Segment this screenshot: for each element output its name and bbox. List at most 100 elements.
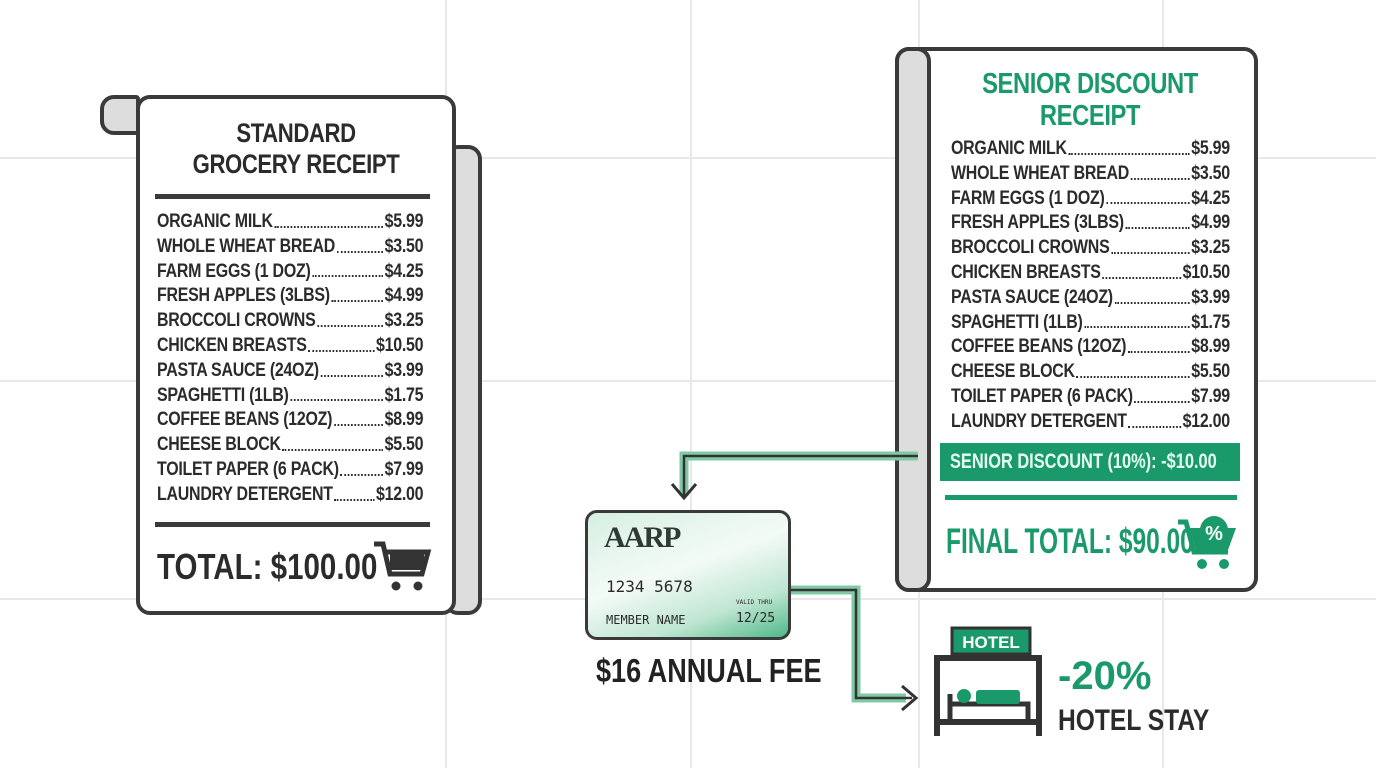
dot-leader bbox=[1127, 335, 1190, 354]
dot-leader bbox=[1102, 261, 1181, 279]
item-name: COFFEE BEANS (12OZ) bbox=[951, 336, 1127, 358]
card-number: 1234 5678 bbox=[606, 577, 693, 596]
dot-leader bbox=[1128, 410, 1181, 428]
senior-item-list: ORGANIC MILK $5.99 WHOLE WHEAT BREAD $3.50 F… bbox=[951, 137, 1230, 435]
dot-leader bbox=[1130, 162, 1190, 180]
item-name: PASTA SAUCE (24OZ) bbox=[951, 286, 1113, 308]
standard-title: STANDARD GROCERY RECEIPT bbox=[192, 118, 400, 179]
senior-title: SENIOR DISCOUNT RECEIPT bbox=[982, 68, 1198, 132]
item-price: $3.25 bbox=[1191, 237, 1230, 259]
dot-leader bbox=[1114, 286, 1190, 304]
standard-item-list: ORGANIC MILK $5.99 WHOLE WHEAT BREAD $3.50 F… bbox=[157, 210, 424, 508]
item-name: BROCCOLI CROWNS bbox=[157, 310, 316, 332]
hotel-stay-label: HOTEL STAY bbox=[1058, 704, 1210, 737]
dot-leader bbox=[282, 433, 383, 451]
dot-leader bbox=[1134, 385, 1190, 403]
item-price: $7.99 bbox=[384, 458, 424, 480]
discount-cart-icon: % bbox=[1178, 516, 1236, 569]
item-price: $4.99 bbox=[1191, 212, 1230, 234]
item-name: FARM EGGS (1 DOZ) bbox=[157, 260, 311, 282]
receipt-line-item: CHICKEN BREASTS $10.50 bbox=[157, 334, 424, 359]
hotel-sign: HOTEL bbox=[962, 633, 1020, 652]
item-name: FARM EGGS (1 DOZ) bbox=[951, 187, 1105, 209]
item-name: WHOLE WHEAT BREAD bbox=[951, 162, 1130, 184]
item-name: FRESH APPLES (3LBS) bbox=[157, 285, 330, 307]
valid-thru-date: 12/25 bbox=[736, 611, 776, 626]
item-price: $10.50 bbox=[375, 334, 424, 356]
receipt-line-item: CHICKEN BREASTS $10.50 bbox=[951, 261, 1230, 286]
item-price: $4.25 bbox=[1191, 187, 1230, 209]
standard-total: TOTAL: $100.00 bbox=[157, 546, 378, 587]
member-name: MEMBER NAME bbox=[606, 613, 686, 627]
item-price: $3.25 bbox=[384, 310, 424, 332]
receipt-line-item: TOILET PAPER (6 PACK) $7.99 bbox=[951, 385, 1230, 410]
valid-thru-label: VALID THRU bbox=[736, 599, 773, 606]
item-name: CHICKEN BREASTS bbox=[157, 334, 307, 356]
item-name: TOILET PAPER (6 PACK) bbox=[951, 385, 1133, 407]
receipt-line-item: TOILET PAPER (6 PACK) $7.99 bbox=[157, 458, 424, 483]
receipt-line-item: ORGANIC MILK $5.99 bbox=[951, 137, 1230, 162]
receipt-line-item: FARM EGGS (1 DOZ) $4.25 bbox=[157, 260, 424, 285]
item-name: CHICKEN BREASTS bbox=[951, 261, 1101, 283]
item-name: PASTA SAUCE (24OZ) bbox=[157, 359, 319, 381]
receipt-line-item: BROCCOLI CROWNS $3.25 bbox=[157, 309, 424, 334]
receipt-line-item: LAUNDRY DETERGENT $12.00 bbox=[157, 483, 424, 508]
item-name: CHEESE BLOCK bbox=[157, 434, 281, 456]
item-price: $10.50 bbox=[1182, 261, 1231, 283]
item-price: $5.50 bbox=[1191, 361, 1230, 383]
receipt-line-item: FRESH APPLES (3LBS) $4.99 bbox=[157, 284, 424, 309]
item-price: $7.99 bbox=[1191, 385, 1230, 407]
dot-leader bbox=[336, 235, 383, 253]
item-name: TOILET PAPER (6 PACK) bbox=[157, 458, 339, 480]
dot-leader bbox=[290, 384, 383, 402]
dot-leader bbox=[317, 309, 383, 327]
item-name: LAUNDRY DETERGENT bbox=[157, 483, 333, 505]
item-name: LAUNDRY DETERGENT bbox=[951, 410, 1127, 432]
dot-leader bbox=[334, 483, 375, 501]
item-name: SPAGHETTI (1LB) bbox=[157, 384, 289, 406]
item-price: $8.99 bbox=[384, 409, 424, 431]
receipt-line-item: WHOLE WHEAT BREAD $3.50 bbox=[157, 235, 424, 260]
dot-leader bbox=[1068, 137, 1190, 155]
shopping-cart-icon bbox=[374, 541, 432, 591]
receipt-line-item: FRESH APPLES (3LBS) $4.99 bbox=[951, 211, 1230, 236]
receipt-line-item: SPAGHETTI (1LB) $1.75 bbox=[157, 384, 424, 409]
receipt-line-item: WHOLE WHEAT BREAD $3.50 bbox=[951, 162, 1230, 187]
item-price: $8.99 bbox=[1191, 336, 1230, 358]
item-price: $3.99 bbox=[1191, 286, 1230, 308]
receipt-line-item: CHEESE BLOCK $5.50 bbox=[951, 360, 1230, 385]
dot-leader bbox=[320, 359, 383, 377]
final-total: FINAL TOTAL: $90.00 bbox=[946, 522, 1194, 561]
annual-fee: $16 ANNUAL FEE bbox=[596, 652, 822, 689]
item-name: CHEESE BLOCK bbox=[951, 361, 1075, 383]
receipt-line-item: BROCCOLI CROWNS $3.25 bbox=[951, 236, 1230, 261]
item-name: COFFEE BEANS (12OZ) bbox=[157, 409, 333, 431]
dot-leader bbox=[312, 260, 383, 278]
dot-leader bbox=[333, 408, 383, 427]
aarp-membership-card: AARP 1234 5678 MEMBER NAME VALID THRU 12… bbox=[585, 510, 791, 640]
receipt-line-item: PASTA SAUCE (24OZ) $3.99 bbox=[951, 286, 1230, 311]
receipt-line-item: ORGANIC MILK $5.99 bbox=[157, 210, 424, 235]
item-name: WHOLE WHEAT BREAD bbox=[157, 235, 336, 257]
dot-leader bbox=[1076, 360, 1190, 378]
item-price: $1.75 bbox=[1191, 311, 1230, 333]
item-name: ORGANIC MILK bbox=[157, 211, 273, 232]
item-price: $12.00 bbox=[375, 483, 424, 505]
dot-leader bbox=[1084, 311, 1190, 329]
receipt-line-item: COFFEE BEANS (12OZ) $8.99 bbox=[951, 335, 1230, 360]
receipt-line-item: COFFEE BEANS (12OZ) $8.99 bbox=[157, 408, 424, 433]
dot-leader bbox=[1125, 211, 1190, 230]
receipt-line-item: SPAGHETTI (1LB) $1.75 bbox=[951, 311, 1230, 336]
receipt-line-item: CHEESE BLOCK $5.50 bbox=[157, 433, 424, 458]
item-price: $4.25 bbox=[384, 260, 424, 282]
aarp-logo: AARP bbox=[604, 521, 681, 554]
receipt-line-item: FARM EGGS (1 DOZ) $4.25 bbox=[951, 187, 1230, 212]
item-price: $5.99 bbox=[1191, 138, 1230, 159]
dot-leader bbox=[331, 284, 383, 303]
item-price: $5.99 bbox=[384, 211, 424, 232]
item-price: $3.50 bbox=[1191, 162, 1230, 184]
senior-discount-bar: SENIOR DISCOUNT (10%): -$10.00 bbox=[940, 443, 1240, 481]
receipt-line-item: LAUNDRY DETERGENT $12.00 bbox=[951, 410, 1230, 435]
hotel-bed-icon: HOTEL bbox=[934, 626, 1042, 736]
